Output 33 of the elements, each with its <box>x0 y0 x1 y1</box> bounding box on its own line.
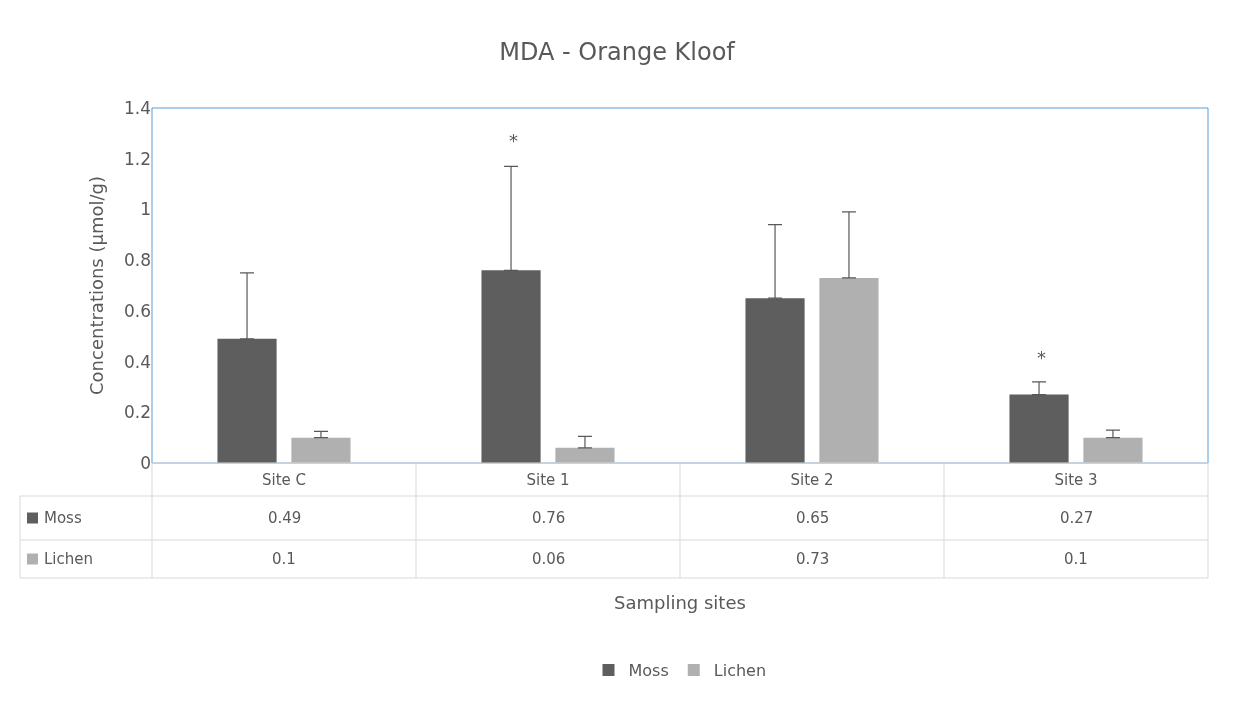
y-tick-label: 0 <box>140 452 151 473</box>
text: Lichen <box>44 550 94 568</box>
x-tick-label: Site 1 <box>526 471 570 489</box>
bar <box>819 277 879 463</box>
y-axis-title: Concentrations (µmol/g) <box>86 176 108 395</box>
x-tick-label: Site C <box>261 471 307 489</box>
bar <box>555 447 615 463</box>
text: Sampling sites <box>614 592 746 613</box>
data-label: 0.27 <box>1060 509 1094 527</box>
y-tick-label: 1.2 <box>123 148 151 169</box>
data-label: 0.73 <box>796 550 830 568</box>
chart-title: MDA - Orange Kloof <box>499 38 736 67</box>
x-tick-label: Site 2 <box>790 471 834 489</box>
bar <box>1083 437 1143 463</box>
data-label: 0.06 <box>532 550 566 568</box>
y-tick-label: 0.4 <box>123 351 151 372</box>
y-tick-label: 1 <box>140 199 151 220</box>
annotation: * <box>1037 347 1046 368</box>
data-label: 0.1 <box>272 550 296 568</box>
data-label: 0.49 <box>268 509 302 527</box>
legend-label: Moss <box>44 509 82 527</box>
data-label: 0.1 <box>1064 550 1088 568</box>
bar <box>291 437 351 463</box>
y-tick-label: 0.6 <box>123 300 151 321</box>
y-tick-label: 0.8 <box>123 250 151 271</box>
text: Moss <box>628 661 669 681</box>
x-tick-label: Site 3 <box>1054 471 1098 489</box>
data-label: 0.76 <box>532 509 566 527</box>
y-tick-label: 1.4 <box>123 97 151 118</box>
legend-label: Lichen <box>713 661 767 681</box>
y-tick-label: 0.2 <box>123 402 151 423</box>
data-label: 0.65 <box>796 509 830 527</box>
annotation: * <box>509 130 518 151</box>
